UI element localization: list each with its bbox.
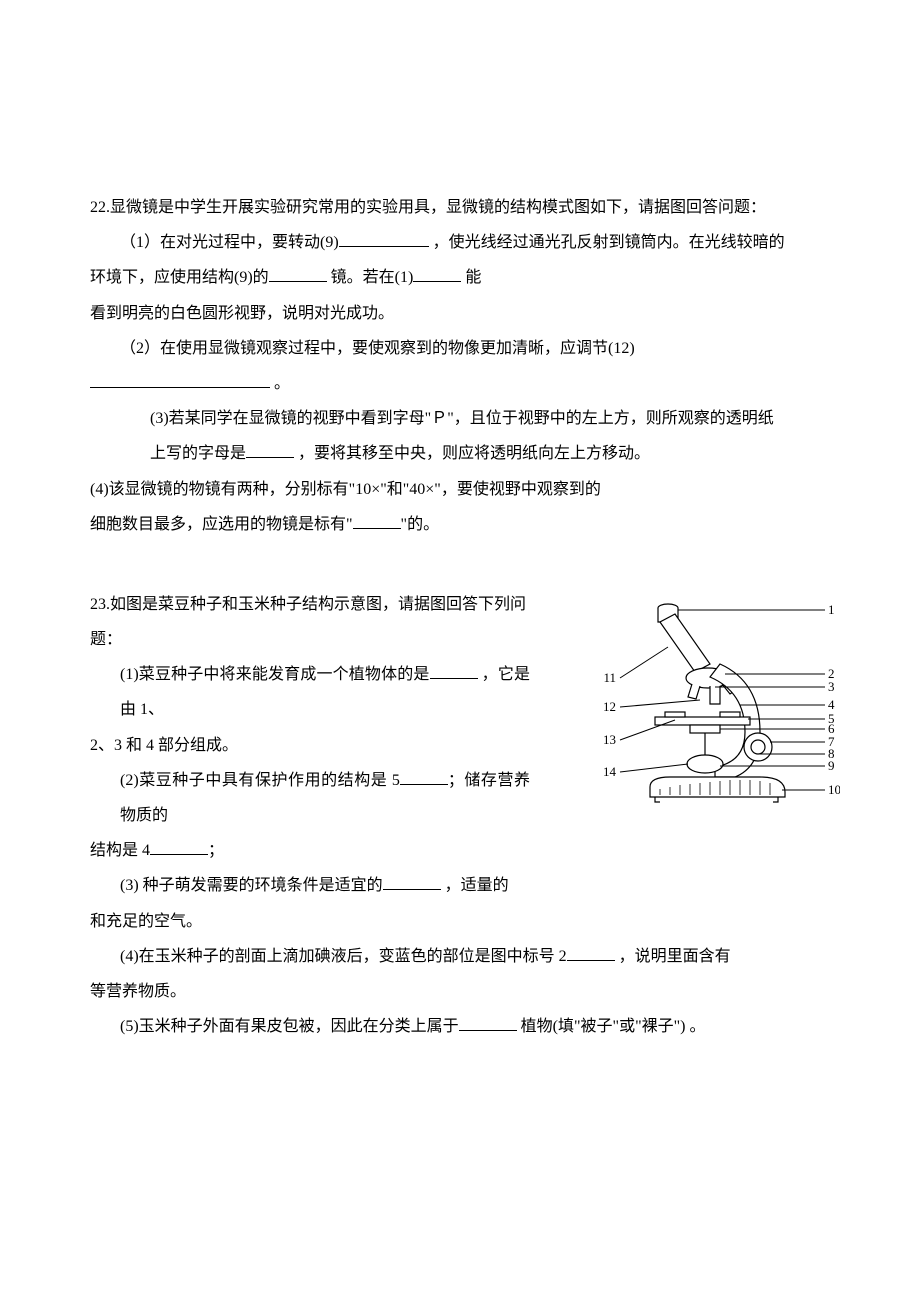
microscope-diagram: 12345678910 11121314 [560, 592, 840, 822]
blank-field[interactable] [400, 769, 448, 785]
q22-p3b: 上写的字母是 [150, 445, 246, 462]
q23-p3b: ，适量的 [441, 877, 509, 894]
q22-p2b: 。 [270, 375, 290, 392]
q22-p4c: "的。 [401, 516, 440, 533]
q22-p3-line1: (3)若某同学在显微镜的视野中看到字母"Ｐ"，且位于视野中的左上方，则所观察的透… [90, 401, 830, 436]
q23-p1-line2: 2、3 和 4 部分组成。 [90, 728, 530, 763]
microscope-label-9: 9 [828, 758, 835, 773]
q23-p4-line1: (4)在玉米种子的剖面上滴加碘液后，变蓝色的部位是图中标号 2 ，说明里面含有 [90, 939, 830, 974]
q22-p1-line1: （1）在对光过程中，要转动(9) ，使光线经过通光孔反射到镜筒内。在光线较暗的 [90, 225, 830, 260]
q22-p4-line2: 细胞数目最多，应选用的物镜是标有" "的。 [90, 507, 830, 542]
blank-field[interactable] [150, 839, 208, 855]
q23-p5b: 植物(填"被子"或"裸子") 。 [517, 1018, 706, 1035]
q22-p1d: 镜。若在(1) [327, 269, 414, 286]
q23-p3-line1: (3) 种子萌发需要的环境条件是适宜的 ，适量的 [90, 868, 530, 903]
microscope-label-11: 11 [603, 670, 616, 685]
microscope-label-3: 3 [828, 679, 835, 694]
q23-p2d: ； [208, 842, 224, 859]
q22-p3c: ，要将其移至中央，则应将透明纸向左上方移动。 [294, 445, 650, 462]
microscope-label-13: 13 [603, 732, 616, 747]
q22-p1-line2: 环境下，应使用结构(9)的 镜。若在(1) 能 [90, 260, 830, 295]
microscope-label-4: 4 [828, 697, 835, 712]
q22-p1c: 环境下，应使用结构(9)的 [90, 269, 269, 286]
q23-p4b: ，说明里面含有 [615, 948, 731, 965]
q23-intro-line1: 23.如图是菜豆种子和玉米种子结构示意图，请据图回答下列问 [90, 587, 530, 622]
question-23: 23.如图是菜豆种子和玉米种子结构示意图，请据图回答下列问 题： (1)菜豆种子… [90, 587, 830, 1044]
q23-p1a: (1)菜豆种子中将来能发育成一个植物体的是 [120, 666, 430, 683]
q22-p2-line1: （2）在使用显微镜观察过程中，要使观察到的物像更加清晰，应调节(12) [90, 331, 830, 366]
q23-p4-line2: 等营养物质。 [90, 974, 830, 1009]
q23-p2c: 结构是 4 [90, 842, 150, 859]
blank-field[interactable] [430, 663, 478, 679]
q23-p2a: (2)菜豆种子中具有保护作用的结构是 5 [120, 772, 400, 789]
microscope-label-12: 12 [603, 699, 616, 714]
blank-field[interactable] [459, 1015, 517, 1031]
blank-field[interactable] [90, 372, 270, 388]
q23-intro-line2: 题： [90, 622, 530, 657]
microscope-svg: 12345678910 11121314 [560, 592, 840, 822]
q22-p4b: 细胞数目最多，应选用的物镜是标有" [90, 516, 353, 533]
blank-field[interactable] [339, 231, 429, 247]
q23-p5-line1: (5)玉米种子外面有果皮包被，因此在分类上属于 植物(填"被子"或"裸子") 。 [90, 1009, 830, 1044]
q22-p4-line1: (4)该显微镜的物镜有两种，分别标有"10×"和"40×"，要使视野中观察到的 [90, 472, 830, 507]
q22-p2-line2: 。 [90, 366, 830, 401]
microscope-label-1: 1 [828, 602, 835, 617]
q23-p4a: (4)在玉米种子的剖面上滴加碘液后，变蓝色的部位是图中标号 2 [120, 948, 567, 965]
q23-p1-line1: (1)菜豆种子中将来能发育成一个植物体的是 ，它是由 1、 [90, 657, 530, 727]
microscope-label-10: 10 [828, 782, 840, 797]
blank-field[interactable] [353, 513, 401, 529]
microscope-label-14: 14 [603, 764, 617, 779]
q22-p1b: ，使光线经过通光孔反射到镜筒内。在光线较暗的 [429, 234, 785, 251]
q22-p3-line2: 上写的字母是 ，要将其移至中央，则应将透明纸向左上方移动。 [90, 436, 830, 471]
blank-field[interactable] [567, 945, 615, 961]
blank-field[interactable] [413, 266, 461, 282]
q22-p1-line3: 看到明亮的白色圆形视野，说明对光成功。 [90, 296, 830, 331]
blank-field[interactable] [246, 442, 294, 458]
blank-field[interactable] [269, 266, 327, 282]
q23-p5a: (5)玉米种子外面有果皮包被，因此在分类上属于 [120, 1018, 459, 1035]
q23-p2-line2: 结构是 4 ； [90, 833, 530, 868]
q23-text-column: 23.如图是菜豆种子和玉米种子结构示意图，请据图回答下列问 题： (1)菜豆种子… [90, 587, 530, 939]
q23-p3a: (3) 种子萌发需要的环境条件是适宜的 [120, 877, 383, 894]
q22-p1a: （1）在对光过程中，要转动(9) [120, 234, 339, 251]
q22-p1e: 能 [461, 269, 481, 286]
q23-p3-line2: 和充足的空气。 [90, 904, 530, 939]
q22-intro: 22.显微镜是中学生开展实验研究常用的实验用具，显微镜的结构模式图如下，请据图回… [90, 190, 830, 225]
question-22: 22.显微镜是中学生开展实验研究常用的实验用具，显微镜的结构模式图如下，请据图回… [90, 190, 830, 542]
blank-field[interactable] [383, 874, 441, 890]
q23-p2-line1: (2)菜豆种子中具有保护作用的结构是 5；储存营养物质的 [90, 763, 530, 833]
